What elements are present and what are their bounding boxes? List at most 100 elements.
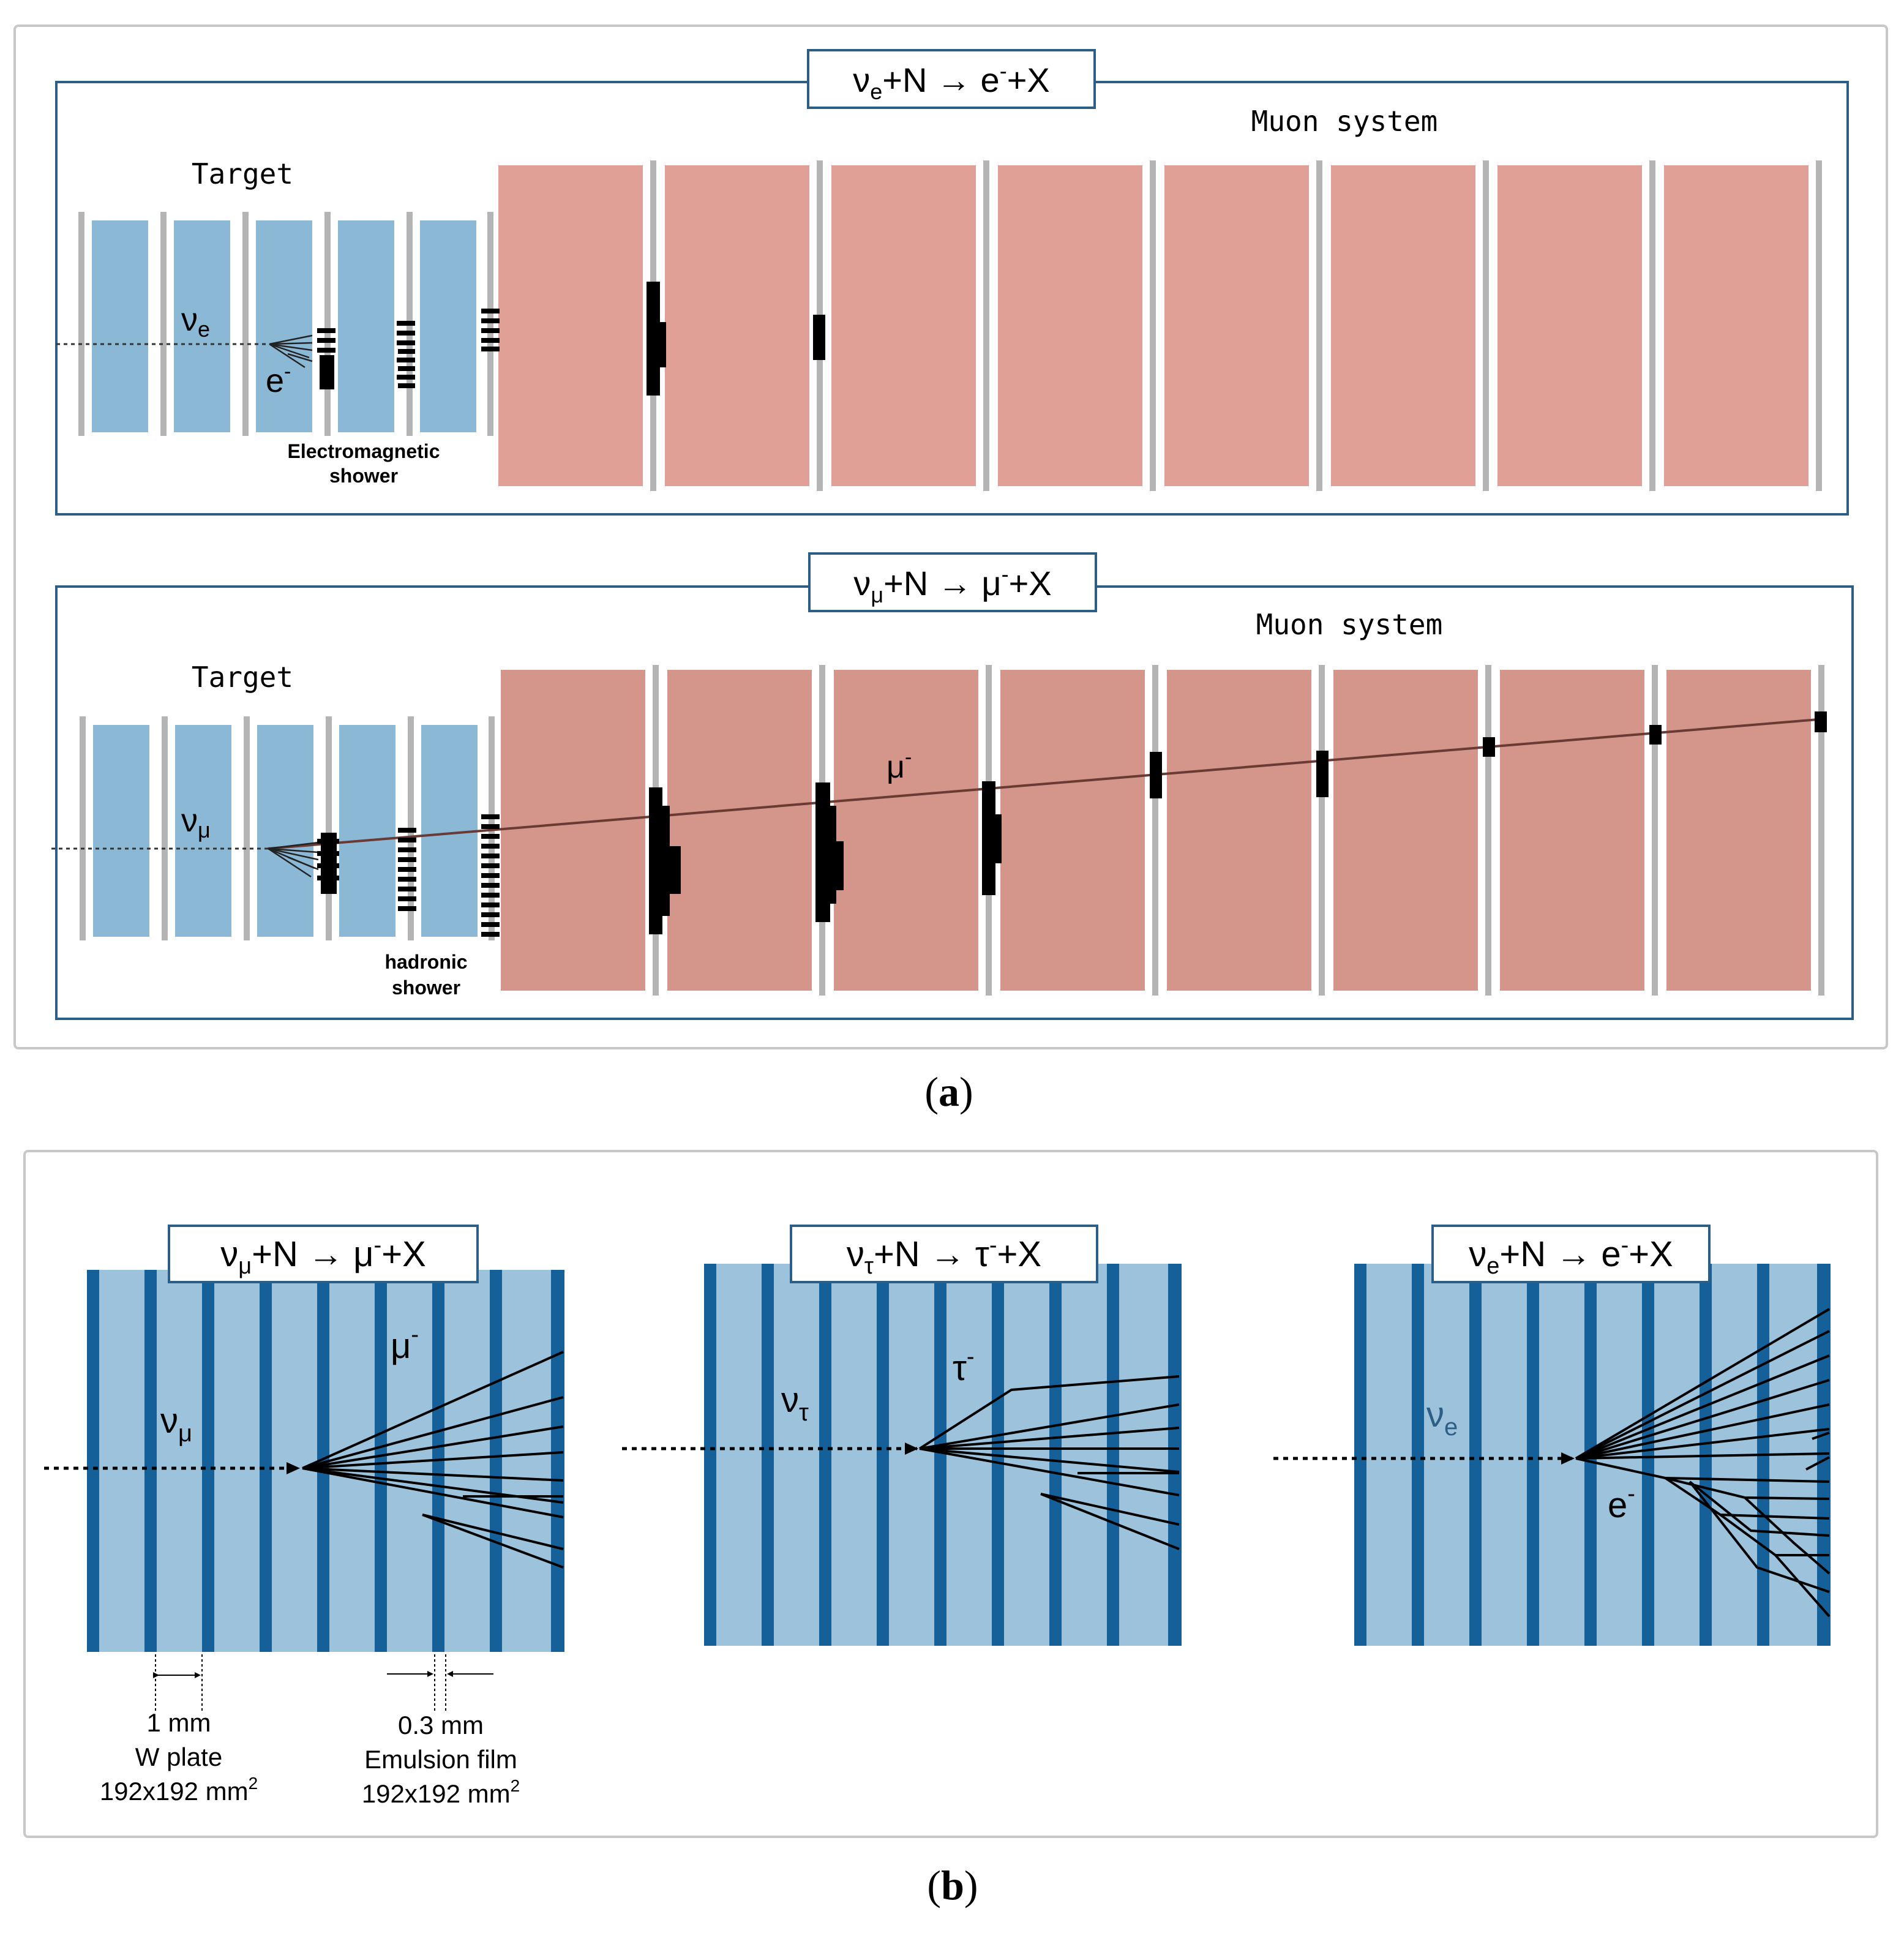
nue-electron-label: e- [1608, 1481, 1635, 1525]
target-block [339, 725, 395, 937]
separator-plate [1319, 665, 1325, 996]
separator-plate [1316, 160, 1322, 491]
separator-plate [242, 212, 249, 436]
separator-plate [1816, 160, 1822, 491]
muon-block [1167, 670, 1311, 991]
brick-nutau: ντ+N → τ-+X ντ τ- [622, 1225, 1182, 1646]
bottom-reaction-title: νμ+N → μ-+X [853, 561, 1051, 607]
emulsion-films [704, 1264, 1182, 1646]
emulsion-dimension [387, 1654, 493, 1712]
muon-block [1666, 670, 1811, 991]
target-block [175, 725, 231, 937]
muon-block [1664, 165, 1808, 486]
w-plate-size: 1 mm [147, 1708, 211, 1737]
emulsion-area: 192x192 mm2 [362, 1776, 520, 1808]
muon-block [1000, 670, 1145, 991]
nue-em-shower-tracks [1575, 1308, 1831, 1618]
brick-nue: νe+N → e-+X νe e- [1273, 1225, 1831, 1646]
bottom-target-blocks [93, 725, 478, 937]
nutau-tracks [918, 1375, 1180, 1550]
top-em-shower-hits [317, 282, 825, 396]
brick-numu: νμ+N → μ-+X νμ μ- 1 mm W plate 192x192 m… [44, 1225, 564, 1808]
muon-block [1500, 670, 1644, 991]
top-muon-system-label: Muon system [1251, 105, 1438, 138]
bottom-neutrino-label: νμ [181, 802, 211, 842]
muon-block [665, 165, 809, 486]
numu-muon-label: μ- [391, 1322, 419, 1366]
top-shower-label-line1: Electromagnetic [288, 440, 440, 462]
target-block [257, 725, 313, 937]
numu-tracks [302, 1351, 564, 1569]
target-block [174, 220, 230, 432]
separator-plate [324, 212, 331, 436]
separator-plate [1485, 665, 1491, 996]
w-plate-name: W plate [135, 1743, 222, 1771]
separator-plate [1649, 160, 1655, 491]
separator-plate [983, 160, 989, 491]
target-block [420, 220, 476, 432]
muon-track [268, 718, 1826, 850]
numu-reaction-box [168, 1225, 479, 1283]
caption-a: (a) [924, 1068, 973, 1115]
separator-plate [80, 716, 86, 940]
panel-a-top-event: νe+N → e-+X Muon system Target [55, 49, 1849, 516]
bottom-muon-system-label: Muon system [1256, 608, 1443, 641]
bottom-muon-label: μ- [886, 746, 912, 785]
panel-a-bottom-event: νμ+N → μ-+X Muon system Target [51, 552, 1854, 1020]
top-electron-label: e- [266, 360, 291, 399]
top-muon-blocks [498, 165, 1808, 486]
bottom-hadron-shower-hits [317, 711, 1827, 937]
w-plate-area: 192x192 mm2 [100, 1774, 258, 1806]
muon-block [998, 165, 1142, 486]
bottom-shower-label-line1: hadronic [384, 951, 467, 973]
nutau-tau-label: τ- [953, 1344, 975, 1388]
bottom-shower-label-line2: shower [392, 977, 460, 999]
muon-block [831, 165, 976, 486]
separator-plate [487, 212, 493, 436]
w-plate-dimension [153, 1654, 203, 1712]
nue-neutrino-label: νe [1426, 1395, 1458, 1441]
muon-block [834, 670, 978, 991]
nue-reaction-title: νe+N → e-+X [1469, 1233, 1673, 1279]
bottom-muon-blocks [501, 670, 1811, 991]
top-shower-label-line2: shower [329, 465, 398, 487]
bottom-reaction-box [808, 552, 1097, 612]
emulsion-films [87, 1270, 564, 1652]
top-reaction-title: νe+N → e-+X [853, 58, 1050, 104]
muon-block [501, 670, 645, 991]
muon-block [498, 165, 643, 486]
separator-plate [244, 716, 250, 940]
top-target-label: Target [192, 157, 293, 190]
numu-reaction-title: νμ+N → μ-+X [220, 1233, 426, 1279]
muon-block [1164, 165, 1309, 486]
top-reaction-box [807, 49, 1096, 109]
separator-plate [1150, 160, 1156, 491]
nutau-reaction-title: ντ+N → τ-+X [847, 1233, 1041, 1279]
top-neutrino-label: νe [181, 301, 210, 342]
muon-block [1331, 165, 1475, 486]
target-block [256, 220, 312, 432]
target-block [93, 725, 149, 937]
target-block [338, 220, 394, 432]
muon-block [1497, 165, 1642, 486]
nutau-reaction-box [790, 1225, 1098, 1283]
separator-plate [160, 212, 167, 436]
separator-plate [326, 716, 332, 940]
nutau-neutrino-label: ντ [781, 1380, 809, 1426]
separator-plate [1483, 160, 1489, 491]
caption-b: (b) [927, 1862, 978, 1908]
separator-plate [78, 212, 84, 436]
nue-reaction-box [1431, 1225, 1711, 1283]
emulsion-name: Emulsion film [364, 1745, 517, 1774]
emulsion-size: 0.3 mm [398, 1711, 484, 1739]
numu-neutrino-label: νμ [160, 1401, 192, 1447]
separator-plate [1152, 665, 1158, 996]
target-block [92, 220, 148, 432]
top-target-blocks [92, 220, 476, 432]
top-em-fan [269, 334, 313, 369]
bottom-hadron-fan [268, 841, 319, 878]
bottom-target-label: Target [192, 661, 293, 694]
muon-block [1333, 670, 1478, 991]
separator-plate [1818, 665, 1824, 996]
